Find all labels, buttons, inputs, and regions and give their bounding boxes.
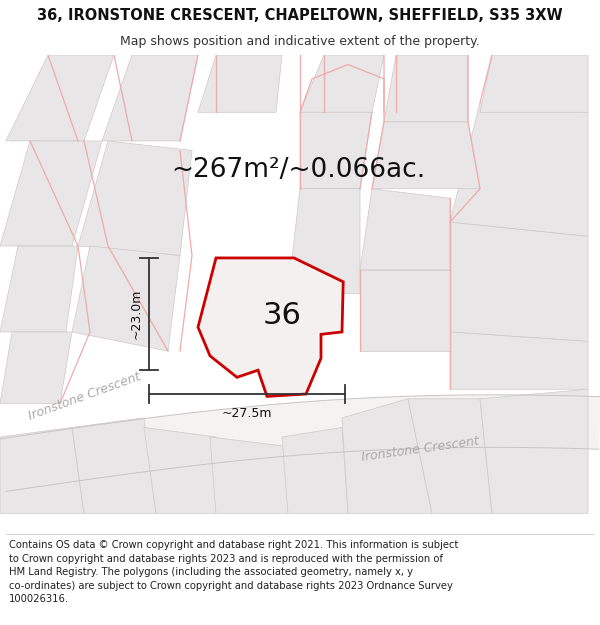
Text: Contains OS data © Crown copyright and database right 2021. This information is : Contains OS data © Crown copyright and d… [9,540,458,604]
Polygon shape [144,428,216,513]
Text: ~27.5m: ~27.5m [221,408,272,421]
Polygon shape [450,222,588,341]
Text: ~267m²/~0.066ac.: ~267m²/~0.066ac. [171,157,425,182]
Polygon shape [72,246,180,351]
Polygon shape [360,189,450,270]
Polygon shape [300,55,384,112]
Polygon shape [342,399,432,513]
Polygon shape [0,246,78,332]
Text: ~23.0m: ~23.0m [130,289,143,339]
Polygon shape [288,189,360,294]
Polygon shape [480,389,588,513]
Text: Ironstone Crescent: Ironstone Crescent [26,370,142,423]
Text: Ironstone Crescent: Ironstone Crescent [361,434,479,464]
Polygon shape [102,55,198,141]
Polygon shape [0,141,102,246]
Polygon shape [384,55,468,122]
Polygon shape [72,418,156,513]
Polygon shape [450,102,588,236]
Polygon shape [0,428,84,513]
Polygon shape [450,332,588,389]
Text: 36: 36 [263,301,301,330]
Text: Map shows position and indicative extent of the property.: Map shows position and indicative extent… [120,35,480,48]
Polygon shape [372,122,480,189]
Polygon shape [0,332,72,404]
Polygon shape [300,112,372,189]
Polygon shape [0,395,600,491]
Polygon shape [198,258,343,396]
Polygon shape [6,55,114,141]
Polygon shape [282,428,348,513]
Polygon shape [210,437,288,513]
Text: 36, IRONSTONE CRESCENT, CHAPELTOWN, SHEFFIELD, S35 3XW: 36, IRONSTONE CRESCENT, CHAPELTOWN, SHEF… [37,8,563,23]
Polygon shape [78,141,192,256]
Polygon shape [198,55,282,112]
Polygon shape [408,399,492,513]
Polygon shape [360,270,450,351]
Polygon shape [480,55,588,112]
